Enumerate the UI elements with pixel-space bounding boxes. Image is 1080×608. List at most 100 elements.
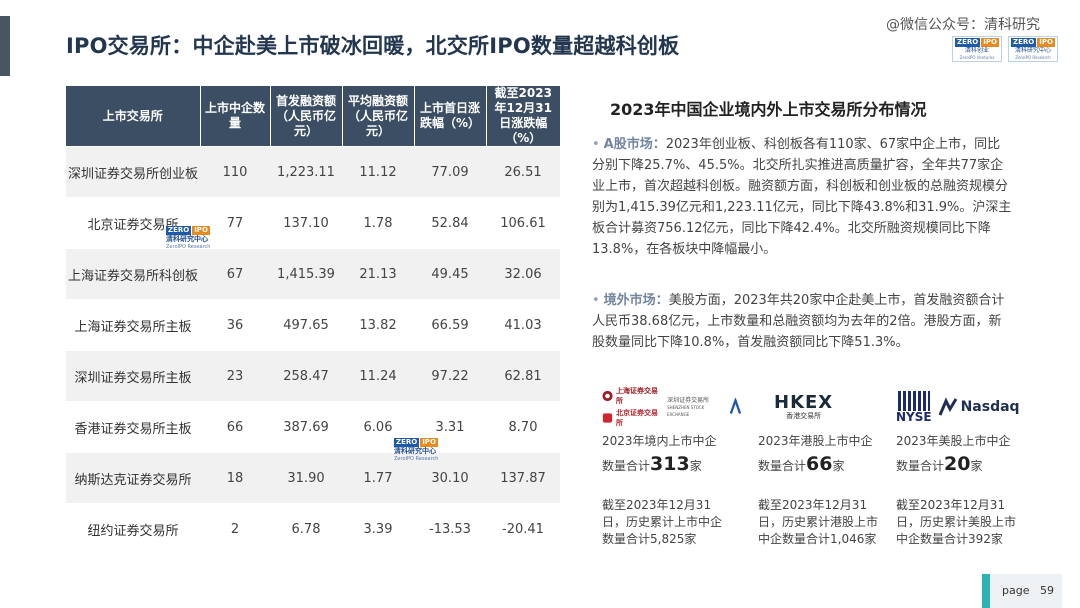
cell-total: 387.69 xyxy=(270,401,342,453)
logo-zero-text: ZERO xyxy=(1011,38,1037,47)
domestic-label: 2023年境内上市中企 xyxy=(602,434,717,448)
domestic-count: 数量合计313家 xyxy=(602,453,742,475)
hk-stat-column: HKEX 香港交易所 2023年港股上市中企 数量合计66家 截至2023年12… xyxy=(758,388,898,548)
us-cumulative: 截至2023年12月31日，历史累计美股上市中企数量合计392家 xyxy=(896,498,1017,546)
hk-cumulative: 截至2023年12月31日，历史累计港股上市中企数量合计1,046家 xyxy=(758,498,879,546)
cell-first-day: 52.84 xyxy=(414,197,486,249)
section-title: 2023年中国企业境内外上市交易所分布情况 xyxy=(610,100,927,119)
cell-first-day: 66.59 xyxy=(414,299,486,351)
sse-name: 上海证券交易所 xyxy=(616,387,659,405)
cell-ytd: 26.51 xyxy=(486,146,560,198)
domestic-stat-column: 上海证券交易所 北京证券交易所 深圳证券交易所 SHENZHEN STOCK E… xyxy=(602,386,742,548)
cell-total: 6.78 xyxy=(270,503,342,555)
cell-count: 36 xyxy=(200,299,270,351)
hk-count: 数量合计66家 xyxy=(758,453,898,475)
cell-avg: 1.78 xyxy=(342,197,414,249)
cell-count: 66 xyxy=(200,401,270,453)
count-suffix: 家 xyxy=(832,459,845,473)
bullet-text: 2023年创业板、科创板各有110家、67家中企上市，同比分别下降25.7%、4… xyxy=(592,137,1012,257)
overseas-bullet: • 境外市场：美股方面，2023年共20家中企赴美上市，首发融资额合计人民币38.… xyxy=(592,290,1012,353)
a-share-bullet: • A股市场：2023年创业板、科创板各有110家、67家中企上市，同比分别下降2… xyxy=(592,134,1012,260)
logo-en-text: ZeroIPO Research xyxy=(1015,55,1051,60)
nasdaq-text: Nasdaq xyxy=(960,399,1020,415)
bullet-dot-icon: • xyxy=(592,137,600,152)
bse-logo: 北京证券交易所 xyxy=(602,408,661,428)
hk-label: 2023年港股上市中企 xyxy=(758,434,873,448)
logo-ipo-text: IPO xyxy=(981,38,999,47)
szse-logo: 深圳证券交易所 SHENZHEN STOCK EXCHANGE xyxy=(667,397,723,418)
stamp-ipo-text: IPO xyxy=(420,438,438,447)
cell-count: 18 xyxy=(200,452,270,504)
page-title: IPO交易所：中企赴美上市破冰回暖，北交所IPO数量超越科创板 xyxy=(66,34,680,58)
cell-exchange: 纳斯达克证券交易所 xyxy=(66,452,200,504)
bullet-dot-icon: • xyxy=(592,293,600,308)
cell-ytd: -20.41 xyxy=(486,503,560,555)
cell-total: 31.90 xyxy=(270,452,342,504)
hkex-text: HKEX xyxy=(774,392,834,413)
table-row: 上海证券交易所科创板 67 1,415.39 21.13 49.45 32.06 xyxy=(66,248,560,300)
stamp-zero-text: ZERO xyxy=(394,438,420,447)
bullet-text: 美股方面，2023年共20家中企赴美上市，首发融资额合计人民币38.68亿元，上… xyxy=(592,293,1005,350)
stamp-zero-text: ZERO xyxy=(166,226,192,235)
cell-exchange: 深圳证券交易所创业板 xyxy=(66,146,200,198)
cell-ytd: 62.81 xyxy=(486,350,560,402)
page-label: page xyxy=(1002,584,1030,597)
cell-avg: 13.82 xyxy=(342,299,414,351)
cell-ytd: 41.03 xyxy=(486,299,560,351)
table-row: 香港证券交易所主板 66 387.69 6.06 3.31 8.70 xyxy=(66,401,560,453)
cell-first-day: -13.53 xyxy=(414,503,486,555)
bullet-head: 境外市场： xyxy=(603,293,669,308)
table-row: 深圳证券交易所创业板 110 1,223.11 11.12 77.09 26.5… xyxy=(66,146,560,198)
table-row: 上海证券交易所主板 36 497.65 13.82 66.59 41.03 xyxy=(66,299,560,351)
header-logos: ZERO IPO 清科创业 ZeroIPO Ventures ZERO IPO 清科… xyxy=(952,36,1058,62)
header-avg-financing: 平均融资额（人民币亿元） xyxy=(342,86,415,147)
cell-count: 2 xyxy=(200,503,270,555)
cell-first-day: 77.09 xyxy=(414,146,486,198)
cell-total: 137.10 xyxy=(270,197,342,249)
nasdaq-logo: Nasdaq xyxy=(938,397,1020,417)
us-stat-column: NYSE Nasdaq 2023年美股上市中企 数量合计20家 截至2023年1… xyxy=(896,388,1036,548)
zeroipo-research-stamp: ZERO IPO 清科研究中心 ZeroIPO Research xyxy=(394,438,474,462)
cell-avg: 1.77 xyxy=(342,452,414,504)
cell-exchange: 香港证券交易所主板 xyxy=(66,401,200,453)
count-prefix: 数量合计 xyxy=(758,459,807,473)
logo-cn-text: 清科创业 xyxy=(964,47,989,54)
header-total-financing: 首发融资额（人民币亿元） xyxy=(270,86,343,147)
header-exchange: 上市交易所 xyxy=(66,86,201,147)
sse-bse-logos: 上海证券交易所 北京证券交易所 xyxy=(602,386,661,428)
zeroipo-ventures-logo: ZERO IPO 清科创业 ZeroIPO Ventures xyxy=(952,36,1002,62)
szse-emblem-icon xyxy=(729,398,742,414)
sse-emblem-icon xyxy=(602,390,613,402)
cell-total: 497.65 xyxy=(270,299,342,351)
cell-exchange: 深圳证券交易所主板 xyxy=(66,350,200,402)
count-suffix: 家 xyxy=(689,459,702,473)
cell-ytd: 106.61 xyxy=(486,197,560,249)
watermark-text: @微信公众号：清科研究 xyxy=(886,17,1040,33)
count-suffix: 家 xyxy=(970,459,983,473)
szse-en-name: SHENZHEN STOCK EXCHANGE xyxy=(667,404,705,417)
bullet-head: A股市场： xyxy=(603,137,666,152)
cell-total: 1,223.11 xyxy=(270,146,342,198)
page-number-tab: page 59 xyxy=(982,574,1062,608)
table-row: 纽约证券交易所 2 6.78 3.39 -13.53 -20.41 xyxy=(66,503,560,555)
cell-exchange: 北京证券交易所 xyxy=(66,197,200,249)
cell-exchange: 上海证券交易所科创板 xyxy=(66,248,200,300)
cell-first-day: 97.22 xyxy=(414,350,486,402)
zeroipo-research-stamp: ZERO IPO 清科研究中心 ZeroIPO Research xyxy=(166,226,246,250)
cell-count: 110 xyxy=(200,146,270,198)
cell-first-day: 49.45 xyxy=(414,248,486,300)
us-count: 数量合计20家 xyxy=(896,453,1036,475)
hkex-cn-text: 香港交易所 xyxy=(786,412,822,420)
hkex-logo: HKEX 香港交易所 xyxy=(758,388,898,426)
nyse-text: NYSE xyxy=(896,410,932,424)
sse-logo: 上海证券交易所 xyxy=(602,386,661,406)
page-value: 59 xyxy=(1039,584,1054,597)
table-row: 北京证券交易所 77 137.10 1.78 52.84 106.61 xyxy=(66,197,560,249)
cell-ytd: 32.06 xyxy=(486,248,560,300)
stamp-ipo-text: IPO xyxy=(192,226,210,235)
domestic-exchange-logos: 上海证券交易所 北京证券交易所 深圳证券交易所 SHENZHEN STOCK E… xyxy=(602,386,742,428)
header-first-day-change: 上市首日涨跌幅（%） xyxy=(414,86,487,147)
page-number: page 59 xyxy=(1002,584,1054,597)
cell-avg: 11.24 xyxy=(342,350,414,402)
cell-avg: 3.39 xyxy=(342,503,414,555)
